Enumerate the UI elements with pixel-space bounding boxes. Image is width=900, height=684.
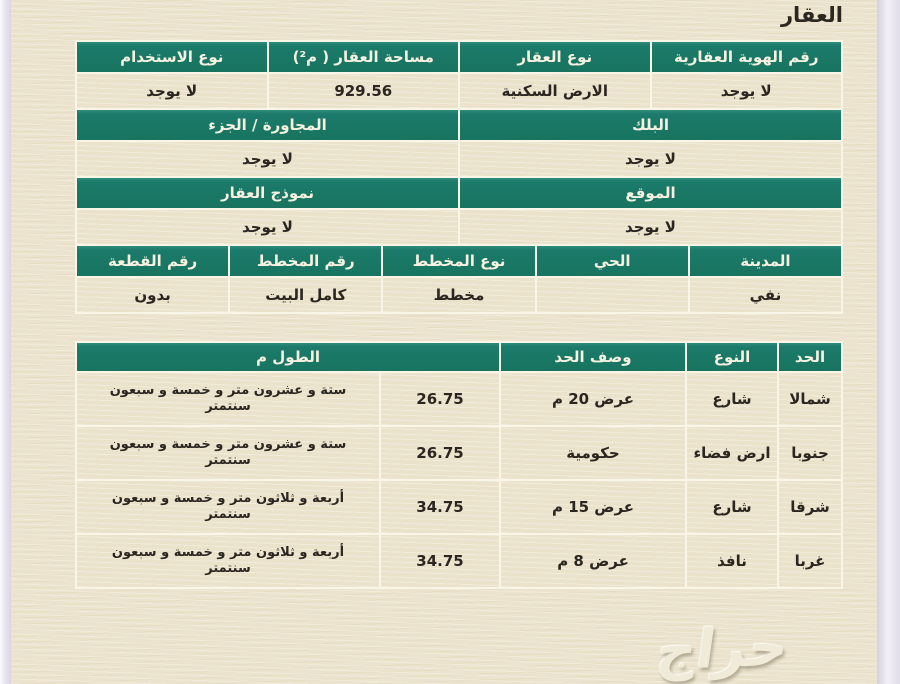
column-header-location: الموقع bbox=[460, 178, 841, 208]
value-property-type: الارض السكنية bbox=[460, 74, 650, 108]
value-plan-type: مخطط bbox=[383, 278, 535, 312]
value-city: نفي bbox=[689, 278, 841, 312]
table-row: لا يوجد الارض السكنية 929.56 لا يوجد bbox=[77, 74, 841, 108]
value-property-id: لا يوجد bbox=[651, 74, 841, 108]
column-header-district: الحي bbox=[536, 246, 688, 276]
value-length-words: ستة و عشرون متر و خمسة و سبعون سنتمتر bbox=[77, 427, 379, 479]
value-type: شارع bbox=[687, 373, 777, 425]
table-row-south: جنوبا ارض فضاء حكومية 26.75 ستة و عشرون … bbox=[77, 427, 841, 479]
page-edge-right bbox=[877, 0, 900, 684]
table-header-row: الموقع نموذج العقار bbox=[77, 178, 841, 208]
value-description: حكومية bbox=[501, 427, 685, 479]
value-description: عرض 15 م bbox=[501, 481, 685, 533]
column-header-boundary-description: وصف الحد bbox=[501, 343, 685, 371]
table-header-row: رقم الهوية العقارية نوع العقار مساحة الع… bbox=[77, 42, 841, 72]
table-row-east: شرقا شارع عرض 15 م 34.75 أربعة و ثلاثون … bbox=[77, 481, 841, 533]
value-side: غربا bbox=[779, 535, 841, 587]
table-row: لا يوجد لا يوجد bbox=[77, 210, 841, 244]
column-header-property-area: مساحة العقار ( م²) bbox=[268, 42, 458, 72]
column-header-plot-number: رقم القطعة bbox=[76, 246, 229, 276]
value-side: شرقا bbox=[779, 481, 841, 533]
column-header-plan-number: رقم المخطط bbox=[230, 246, 382, 276]
boundaries-table: الحد النوع وصف الحد الطول م شمالا شارع ع… bbox=[75, 341, 843, 589]
column-header-property-type: نوع العقار bbox=[460, 42, 650, 72]
column-header-property-id: رقم الهوية العقارية bbox=[651, 42, 841, 72]
table-header-row: البلك المجاورة / الجزء bbox=[77, 110, 841, 140]
column-header-boundary-length: الطول م bbox=[77, 343, 499, 371]
value-length-words: ستة و عشرون متر و خمسة و سبعون سنتمتر bbox=[77, 373, 379, 425]
column-header-block: البلك bbox=[460, 110, 841, 140]
table-row: نفي مخطط كامل البيت بدون bbox=[76, 278, 841, 312]
column-header-neighbor-part: المجاورة / الجزء bbox=[77, 110, 458, 140]
value-description: عرض 20 م bbox=[501, 373, 685, 425]
table-header-row: الحد النوع وصف الحد الطول م bbox=[77, 343, 841, 371]
value-length-words: أربعة و ثلاثون متر و خمسة و سبعون سنتمتر bbox=[77, 535, 379, 587]
value-block: لا يوجد bbox=[460, 142, 841, 176]
column-header-plan-type: نوع المخطط bbox=[383, 246, 535, 276]
property-details-table: رقم الهوية العقارية نوع العقار مساحة الع… bbox=[75, 40, 843, 314]
value-property-model: لا يوجد bbox=[77, 210, 458, 244]
column-header-usage-type: نوع الاستخدام bbox=[77, 42, 267, 72]
value-length-number: 34.75 bbox=[381, 481, 499, 533]
haraj-watermark-logo: حراج bbox=[653, 614, 793, 683]
table-row-north: شمالا شارع عرض 20 م 26.75 ستة و عشرون مت… bbox=[77, 373, 841, 425]
value-length-number: 26.75 bbox=[381, 427, 499, 479]
value-type: ارض فضاء bbox=[687, 427, 777, 479]
value-length-number: 34.75 bbox=[381, 535, 499, 587]
value-district bbox=[536, 278, 688, 312]
table-row-west: غربا نافذ عرض 8 م 34.75 أربعة و ثلاثون م… bbox=[77, 535, 841, 587]
value-side: جنوبا bbox=[779, 427, 841, 479]
value-side: شمالا bbox=[779, 373, 841, 425]
table-header-row: المدينة الحي نوع المخطط رقم المخطط رقم ا… bbox=[76, 246, 841, 276]
value-plot-number: بدون bbox=[76, 278, 229, 312]
value-neighbor-part: لا يوجد bbox=[77, 142, 458, 176]
column-header-city: المدينة bbox=[689, 246, 841, 276]
page-edge-left bbox=[0, 0, 11, 684]
value-length-words: أربعة و ثلاثون متر و خمسة و سبعون سنتمتر bbox=[77, 481, 379, 533]
column-header-property-model: نموذج العقار bbox=[77, 178, 458, 208]
column-header-boundary-type: النوع bbox=[687, 343, 777, 371]
column-header-boundary-side: الحد bbox=[779, 343, 841, 371]
value-type: شارع bbox=[687, 481, 777, 533]
value-length-number: 26.75 bbox=[381, 373, 499, 425]
value-plan-number: كامل البيت bbox=[230, 278, 382, 312]
page-title: العقار bbox=[780, 3, 843, 27]
value-location: لا يوجد bbox=[460, 210, 841, 244]
value-usage-type: لا يوجد bbox=[77, 74, 267, 108]
value-description: عرض 8 م bbox=[501, 535, 685, 587]
value-property-area: 929.56 bbox=[268, 74, 458, 108]
value-type: نافذ bbox=[687, 535, 777, 587]
table-row: لا يوجد لا يوجد bbox=[77, 142, 841, 176]
